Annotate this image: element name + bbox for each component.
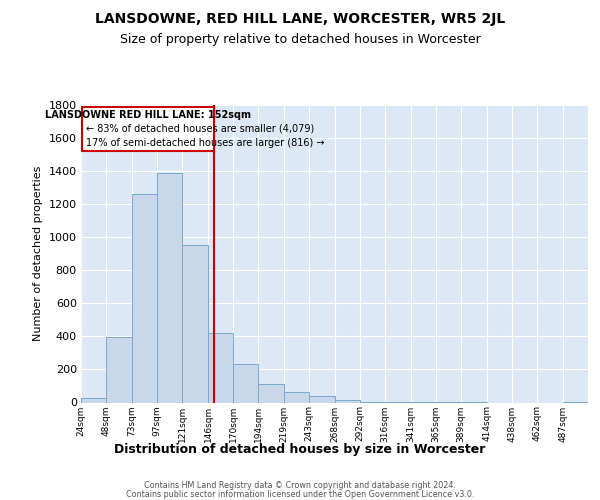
Bar [182,246,208,402]
Bar [258,384,284,402]
Bar [81,398,106,402]
Bar [157,173,182,402]
Bar [233,364,258,403]
Text: LANSDOWNE RED HILL LANE: 152sqm: LANSDOWNE RED HILL LANE: 152sqm [44,110,251,120]
Text: Contains HM Land Registry data © Crown copyright and database right 2024.: Contains HM Land Registry data © Crown c… [144,481,456,490]
Text: 17% of semi-detached houses are larger (816) →: 17% of semi-detached houses are larger (… [86,138,324,147]
Bar [284,392,309,402]
Text: ← 83% of detached houses are smaller (4,079): ← 83% of detached houses are smaller (4,… [86,124,314,134]
Bar [208,333,233,402]
Text: Size of property relative to detached houses in Worcester: Size of property relative to detached ho… [119,32,481,46]
Y-axis label: Number of detached properties: Number of detached properties [33,166,43,342]
Text: Distribution of detached houses by size in Worcester: Distribution of detached houses by size … [115,442,485,456]
Bar [335,400,360,402]
Text: LANSDOWNE, RED HILL LANE, WORCESTER, WR5 2JL: LANSDOWNE, RED HILL LANE, WORCESTER, WR5… [95,12,505,26]
Text: Contains public sector information licensed under the Open Government Licence v3: Contains public sector information licen… [126,490,474,499]
Bar [132,194,157,402]
Bar [106,337,132,402]
Bar [82,106,214,152]
Bar [309,396,335,402]
